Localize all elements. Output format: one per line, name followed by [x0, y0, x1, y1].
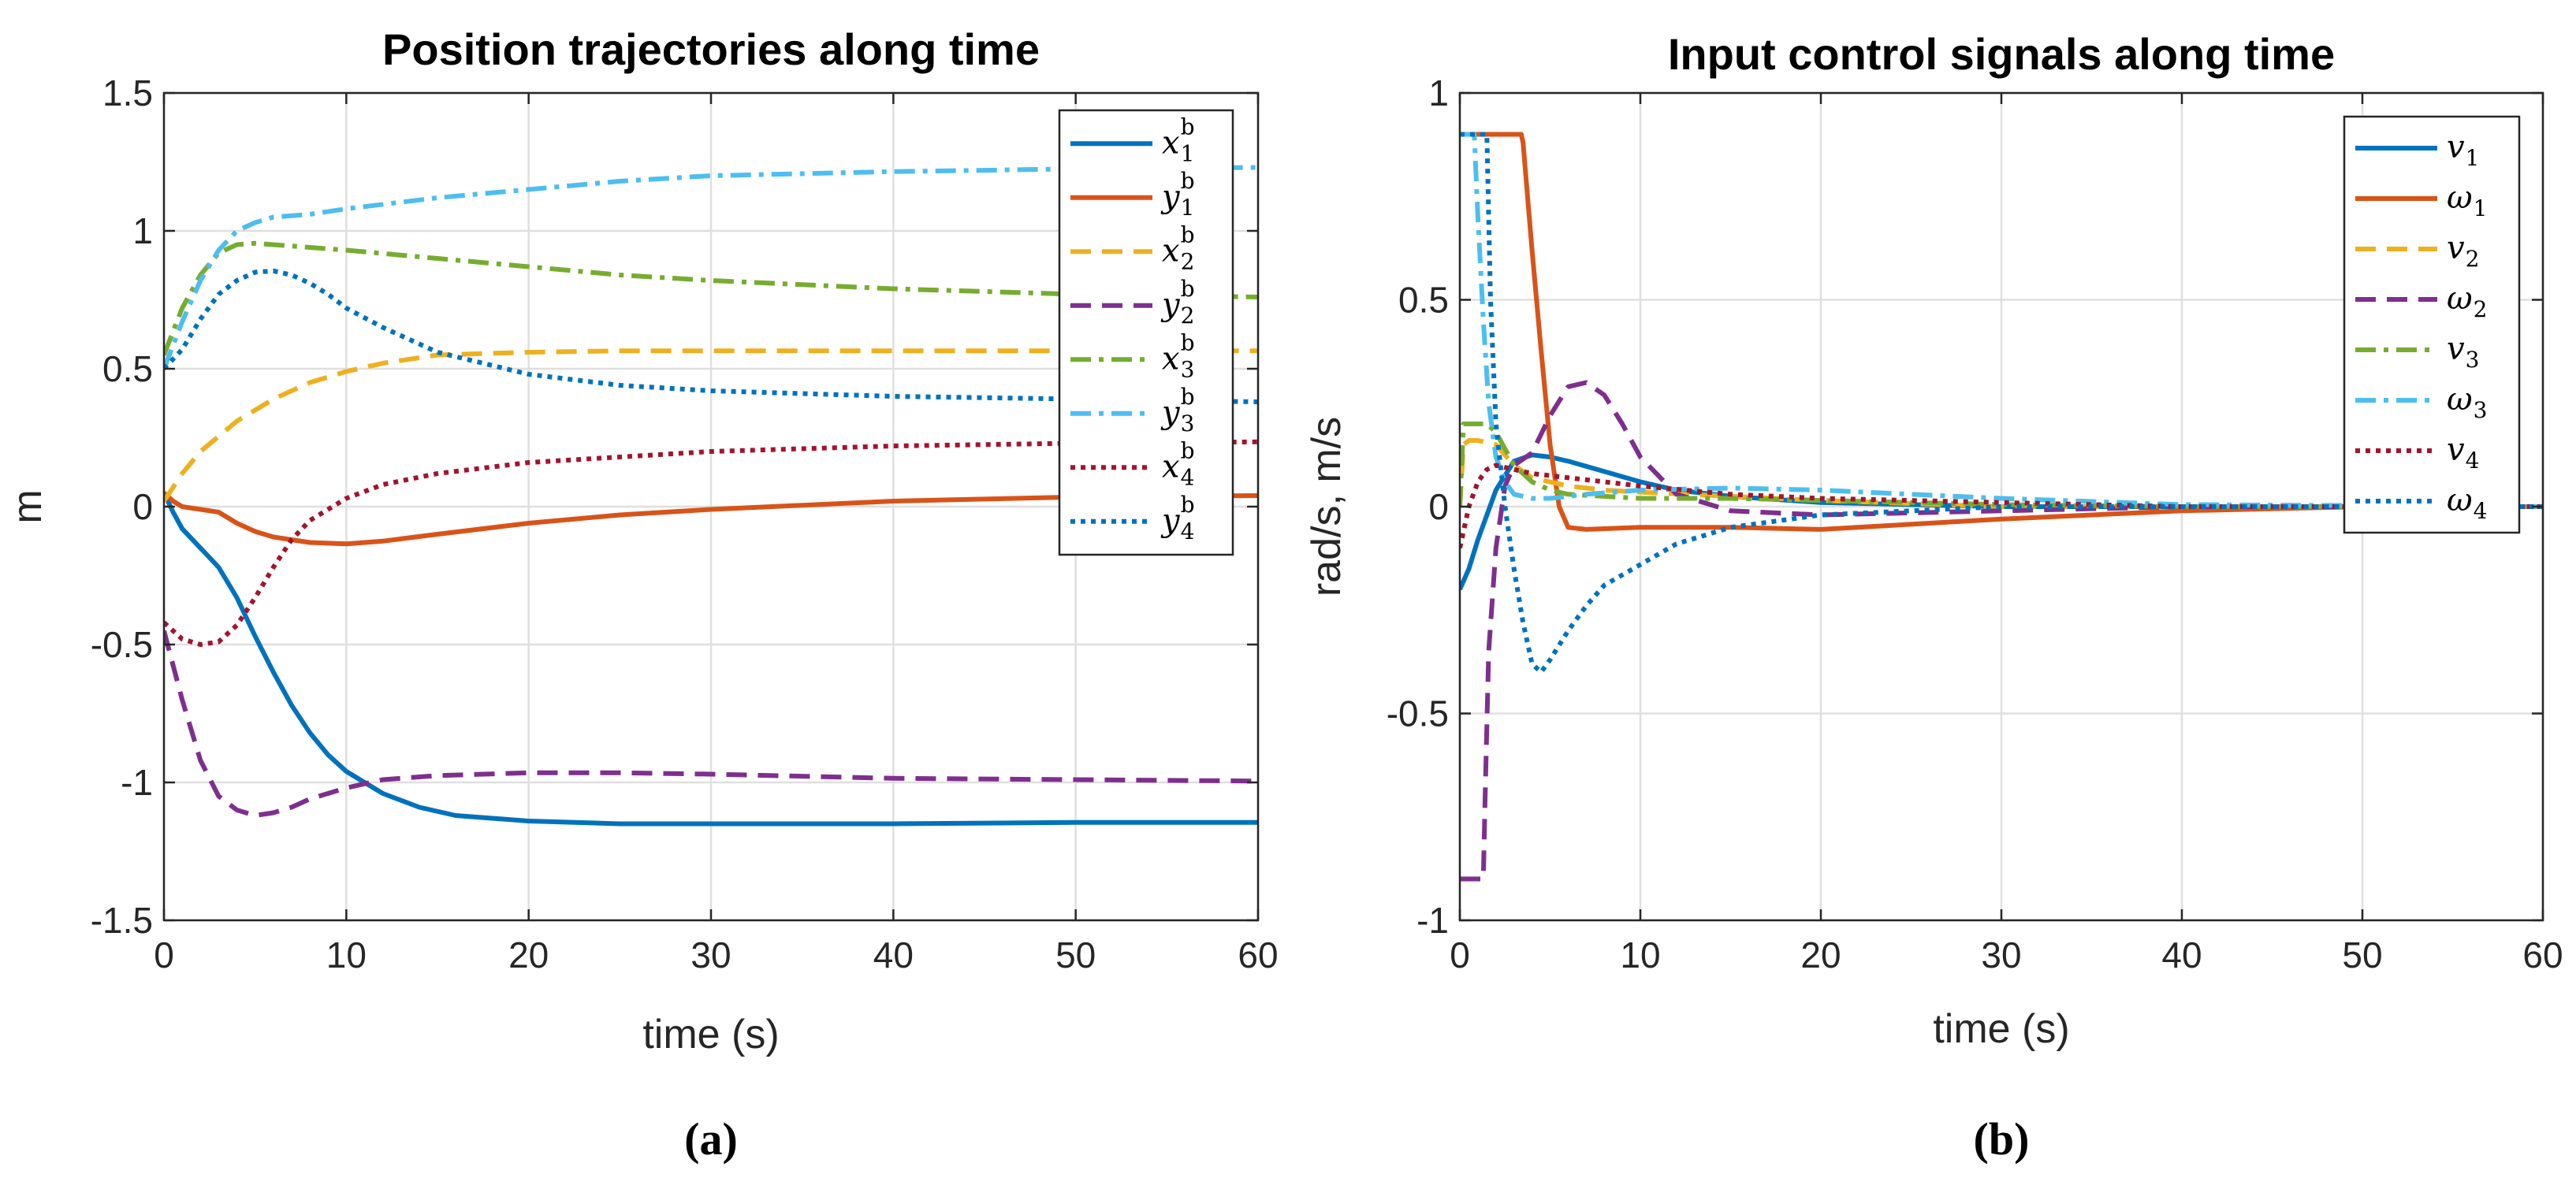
y-tick-label: 0	[132, 486, 153, 527]
subfigure-label: (b)	[1974, 1113, 2030, 1165]
y-tick-label: -1	[1416, 900, 1449, 941]
x-axis-label: time (s)	[642, 1012, 779, 1057]
legend-label: x	[1162, 448, 1180, 485]
series-line-ω3	[1460, 132, 2543, 509]
legend-label-sup: b	[1181, 492, 1195, 518]
series-line-x2	[164, 348, 1258, 503]
series-line-y3	[164, 165, 1258, 370]
y-tick-label: -0.5	[91, 624, 153, 665]
y-tick-label: -1	[121, 762, 153, 803]
legend-label-sub: 2	[2474, 296, 2488, 322]
legend-label: y	[1160, 503, 1181, 539]
legend-label-sup: b	[1181, 437, 1195, 463]
legend-label-sub: 4	[2466, 448, 2480, 474]
legend: x 1by 1bx 2by 2bx 3by 3bx 4by 4b	[1058, 109, 1234, 556]
legend-label-sub: 4	[1181, 518, 1195, 544]
x-tick-label: 30	[1981, 934, 2021, 975]
series-line-y4	[164, 268, 1258, 404]
y-tick-label: 0	[1428, 486, 1449, 527]
legend-box	[1058, 109, 1234, 556]
legend-label: x	[1162, 124, 1180, 161]
y-tick-label: 0.5	[102, 348, 153, 389]
legend-label-sub: 1	[1181, 195, 1195, 221]
series-line-y2	[164, 630, 1258, 818]
x-tick-label: 20	[508, 934, 549, 975]
x-tick-label: 10	[1620, 934, 1660, 975]
x-tick-label: 0	[1450, 934, 1470, 975]
y-axis-label: m	[5, 489, 50, 523]
legend-label: ω	[2447, 180, 2473, 216]
legend-label: y	[1160, 395, 1181, 431]
x-tick-label: 60	[1238, 934, 1278, 975]
y-tick-label: 1.5	[102, 72, 153, 113]
legend-label-sub: 1	[2474, 195, 2488, 221]
x-tick-label: 30	[691, 934, 731, 975]
x-tick-label: 10	[326, 934, 367, 975]
legend-label: v	[2447, 129, 2465, 165]
x-tick-label: 0	[154, 934, 174, 975]
series-group	[1460, 132, 2543, 882]
x-axis-label: time (s)	[1933, 1006, 2069, 1052]
y-tick-label: 1	[132, 210, 153, 251]
legend-label-sup: b	[1181, 221, 1195, 247]
series-line-v3	[1460, 422, 2543, 509]
y-tick-label: 1	[1428, 72, 1449, 113]
legend-label-sup: b	[1181, 168, 1195, 194]
legend-label-sub: 4	[1181, 464, 1195, 490]
chart-a: 0 10 20 30 40 50 60 -1.5 -1 -0.5 0 0.5 1 1.5 Position …	[5, 24, 1279, 1165]
y-tick-label: -0.5	[1387, 693, 1449, 734]
chart-b: 0 10 20 30 40 50 60 -1 -0.5 0 0.5 1 Input control si…	[1304, 29, 2563, 1165]
x-tick-label: 20	[1800, 934, 1841, 975]
x-tick-label: 40	[2161, 934, 2202, 975]
legend-label: ω	[2447, 482, 2473, 518]
y-tick-label: -1.5	[91, 900, 153, 941]
legend-label: y	[1160, 179, 1181, 215]
legend-label-sub: 2	[2466, 246, 2480, 272]
legend-label: v	[2447, 331, 2465, 367]
x-tick-label: 40	[873, 934, 914, 975]
legend: v 1ω 1v 2ω 2v 3ω 3v 4ω 4	[2343, 115, 2521, 534]
legend-label: ω	[2447, 381, 2473, 418]
x-tick-label: 50	[2342, 934, 2382, 975]
legend-label-sub: 1	[2466, 145, 2480, 171]
legend-label-sub: 3	[2474, 397, 2488, 423]
y-axis-label: rad/s, m/s	[1304, 417, 1349, 596]
series-line-ω2	[1460, 380, 2543, 882]
legend-label: v	[2447, 230, 2465, 266]
x-tick-label: 50	[1055, 934, 1096, 975]
y-tick-label: 0.5	[1398, 280, 1449, 321]
series-line-x4	[164, 439, 1258, 647]
legend-label-sub: 1	[1181, 140, 1195, 166]
legend-label-sub: 2	[1181, 303, 1195, 329]
series-line-v4	[1460, 463, 2543, 549]
legend-label-sup: b	[1181, 113, 1195, 139]
legend-label-sub: 3	[1181, 411, 1195, 437]
legend-label-sub: 4	[2474, 498, 2488, 524]
legend-label: x	[1162, 340, 1180, 377]
series-line-v2	[1460, 438, 2543, 509]
legend-label-sub: 2	[1181, 248, 1195, 274]
subfigure-label: (a)	[684, 1113, 738, 1165]
legend-label-sub: 3	[1181, 356, 1195, 382]
legend-label: ω	[2447, 281, 2473, 317]
legend-label-sup: b	[1181, 384, 1195, 410]
series-group	[164, 165, 1258, 827]
legend-label-sup: b	[1181, 329, 1195, 355]
legend-label-sup: b	[1181, 276, 1195, 302]
legend-label: v	[2447, 432, 2465, 468]
legend-label: x	[1162, 232, 1180, 269]
chart-title: Input control signals along time	[1668, 29, 2335, 79]
series-line-y1	[164, 491, 1258, 547]
chart-title: Position trajectories along time	[382, 24, 1040, 74]
legend-label-sub: 3	[2466, 347, 2480, 373]
series-line-ω1	[1460, 132, 2543, 532]
x-tick-label: 60	[2522, 934, 2563, 975]
legend-label: y	[1160, 287, 1181, 323]
legend-box	[2343, 115, 2521, 534]
series-line-x1	[164, 492, 1258, 827]
